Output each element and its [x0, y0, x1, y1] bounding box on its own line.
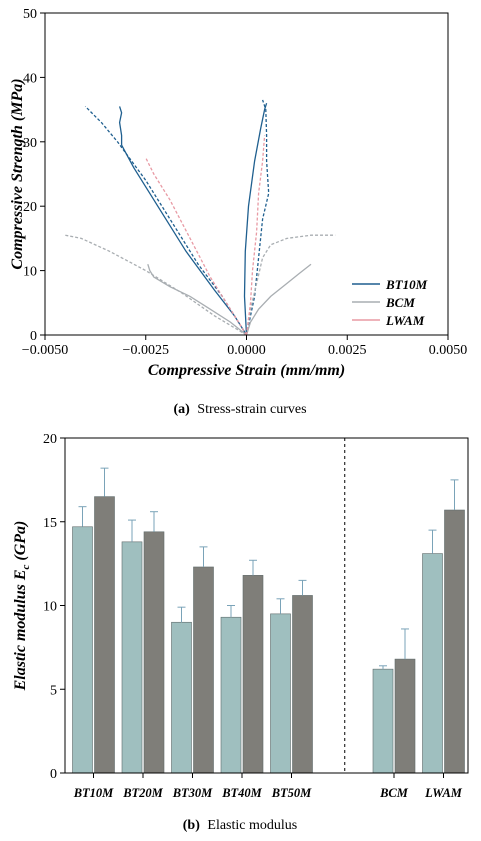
tick-group: −0.0050 −0.0025 0.0000 0.0025 0.0050 0 10 20 30 4…: [22, 7, 467, 358]
bar-bt40m-s2: [242, 575, 264, 774]
category-label: BT20M: [122, 786, 163, 800]
y-tick-label: 0: [30, 329, 37, 344]
y-tick-label: 5: [50, 683, 57, 698]
x-tick-label: −0.0050: [22, 343, 68, 358]
series-line-bt10m-solid-lateral: [118, 106, 248, 336]
bar-bcm-s1: [372, 668, 394, 774]
caption-a-text: Stress-strain curves: [197, 402, 306, 417]
series-line-bt10m-solid-axial: [243, 103, 268, 336]
x-axis-title: Compressive Strain (mm/mm): [148, 362, 345, 379]
bar-group: [72, 467, 465, 774]
y-tick-label: 20: [43, 432, 57, 447]
series-line-lwam-dashed-lateral: [145, 157, 248, 336]
series-line-lwam-dashed-axial: [245, 135, 266, 336]
y-tick-label: 10: [23, 265, 37, 280]
caption-a: (a) Stress-strain curves: [173, 402, 306, 417]
y-tick-label: 10: [43, 600, 57, 615]
legend-label: BT10M: [385, 277, 428, 292]
series-group: [65, 99, 336, 336]
stress-strain-chart: −0.0050 −0.0025 0.0000 0.0025 0.0050 0 10 20 30 4…: [9, 7, 467, 417]
x-tick-label: 0.0050: [429, 343, 468, 358]
y-tick-label: 0: [50, 767, 57, 782]
series-line-bcm-solid-axial: [245, 263, 312, 336]
legend-label: LWAM: [385, 313, 425, 328]
bar-lwam-s1: [422, 553, 443, 774]
category-label: BT10M: [73, 786, 114, 800]
category-label: BT40M: [221, 786, 262, 800]
bar-bt20m-s2: [143, 531, 165, 774]
bar-bt50m-s1: [270, 613, 291, 774]
series-line-bcm-dashed-lateral: [65, 234, 247, 336]
bar-bt30m-s2: [193, 566, 214, 774]
y-tick-label: 30: [23, 136, 37, 151]
elastic-modulus-chart: 0 5 10 15 20 BT10M BT20M BT30M BT40M BT50M BCM LWAM…: [12, 432, 469, 833]
y-axis-title-main: Elastic modulus E: [12, 569, 29, 691]
bar-bt10m-s2: [94, 496, 115, 774]
category-label: BCM: [379, 786, 409, 800]
series-line-bcm-solid-lateral: [147, 264, 247, 336]
y-tick-label: 15: [43, 516, 57, 531]
y-tick-label: 20: [23, 200, 37, 215]
y-tick-label: 40: [23, 71, 37, 86]
x-tick-label: 0.0000: [227, 343, 266, 358]
y-axis-title: Elastic modulus Ec (GPa): [12, 521, 32, 692]
category-label: BT50M: [271, 786, 312, 800]
tick-group: 0 5 10 15 20 BT10M BT20M BT30M BT40M BT50M BCM LWAM: [43, 432, 463, 800]
caption-a-letter: (a): [173, 402, 190, 417]
bar-bt40m-s1: [220, 616, 242, 774]
bar-bt30m-s1: [171, 621, 192, 774]
category-label: BT30M: [172, 786, 213, 800]
series-line-bcm-dashed-axial: [245, 234, 336, 336]
y-tick-label: 50: [23, 7, 37, 22]
caption-b-letter: (b): [183, 818, 200, 833]
caption-b: (b) Elastic modulus: [183, 818, 297, 833]
series-line-bt10m-dashed-axial: [245, 99, 270, 336]
bar-bt10m-s1: [72, 526, 93, 774]
x-tick-label: 0.0025: [328, 343, 367, 358]
caption-b-text: Elastic modulus: [207, 818, 297, 833]
y-axis-title-subscript: c: [20, 564, 32, 569]
y-axis-title-unit: (GPa): [12, 521, 29, 565]
bar-lwam-s2: [444, 509, 465, 774]
category-label: LWAM: [424, 786, 463, 800]
bar-bt20m-s1: [121, 541, 143, 774]
bar-bt50m-s2: [292, 595, 313, 774]
bar-bcm-s2: [394, 658, 416, 774]
legend-label: BCM: [385, 295, 415, 310]
y-axis-title: Compressive Strength (MPa): [9, 78, 26, 269]
x-tick-label: −0.0025: [123, 343, 169, 358]
legend: BT10M BCM LWAM: [352, 277, 428, 328]
